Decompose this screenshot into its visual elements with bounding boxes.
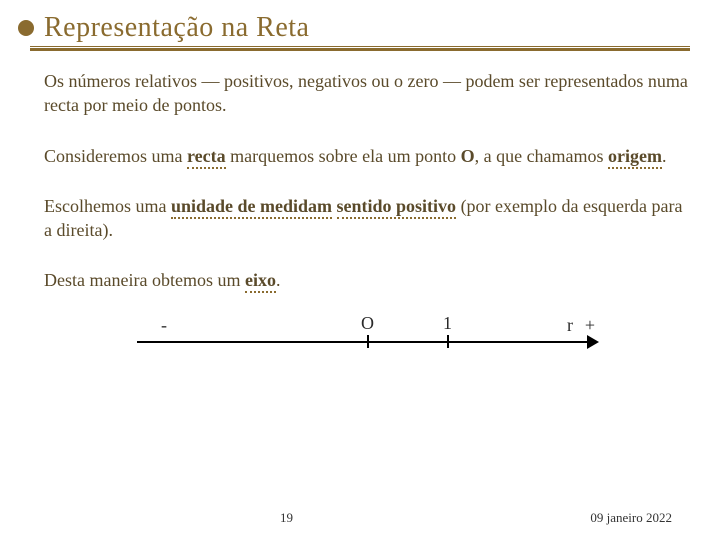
p3-sentido: sentido positivo bbox=[337, 196, 457, 219]
p2-O: O bbox=[461, 146, 475, 166]
p3-b bbox=[332, 196, 337, 216]
label-one: 1 bbox=[443, 313, 452, 334]
label-r: r bbox=[567, 315, 573, 336]
footer-date: 09 janeiro 2022 bbox=[590, 510, 672, 526]
title-underline bbox=[30, 46, 690, 51]
arrow-right-icon bbox=[587, 335, 599, 349]
p2-c: , a que chamamos bbox=[475, 146, 608, 166]
p2-a: Consideremos uma bbox=[44, 146, 187, 166]
para-3: Escolhemos uma unidade de medidam sentid… bbox=[44, 194, 690, 243]
label-origin: O bbox=[361, 313, 374, 334]
p2-b: marquemos sobre ela um ponto bbox=[226, 146, 461, 166]
p4-eixo: eixo bbox=[245, 270, 276, 293]
page-number: 19 bbox=[280, 510, 293, 526]
title-bullet-icon bbox=[18, 20, 34, 36]
page-title: Representação na Reta bbox=[44, 12, 309, 44]
label-plus: + bbox=[585, 315, 595, 336]
para-4: Desta maneira obtemos um eixo. bbox=[44, 268, 690, 292]
p3-a: Escolhemos uma bbox=[44, 196, 171, 216]
p4-a: Desta maneira obtemos um bbox=[44, 270, 245, 290]
p2-origem: origem bbox=[608, 146, 662, 169]
p2-d: . bbox=[662, 146, 667, 166]
tick-one bbox=[447, 335, 449, 348]
p2-recta: recta bbox=[187, 146, 226, 169]
para-2: Consideremos uma recta marquemos sobre e… bbox=[44, 144, 690, 168]
label-minus: - bbox=[161, 315, 167, 336]
p3-unidade: unidade de medidam bbox=[171, 196, 332, 219]
tick-origin bbox=[367, 335, 369, 348]
p4-b: . bbox=[276, 270, 281, 290]
title-row: Representação na Reta bbox=[44, 12, 690, 44]
number-line-diagram: - O 1 r + bbox=[137, 313, 597, 373]
para-1: Os números relativos — positivos, negati… bbox=[44, 69, 690, 118]
footer: 19 09 janeiro 2022 bbox=[0, 510, 720, 526]
